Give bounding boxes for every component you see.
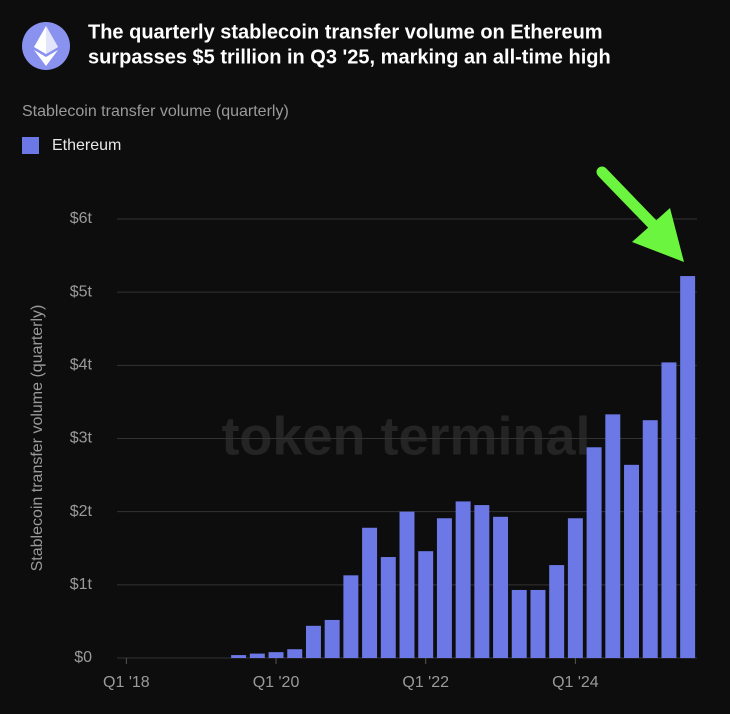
bar [268, 652, 284, 658]
bar [661, 362, 677, 658]
bar [680, 276, 696, 658]
y-tick-label: $2t [70, 503, 93, 520]
y-tick-label: $3t [70, 430, 93, 447]
bar [362, 527, 378, 658]
bar [642, 420, 658, 658]
bar [324, 619, 340, 658]
bar [287, 649, 303, 658]
bar [586, 447, 602, 658]
y-tick-label: $6t [70, 210, 93, 227]
ethereum-logo [22, 22, 70, 70]
chart-subtitle: Stablecoin transfer volume (quarterly) [22, 103, 289, 120]
bar [530, 589, 546, 658]
watermark: token terminal [221, 406, 590, 466]
y-tick-label: $1t [70, 576, 93, 593]
bar [493, 516, 509, 658]
bar [474, 505, 490, 658]
bar [399, 511, 415, 658]
bar [511, 589, 527, 658]
y-tick-label: $0 [74, 649, 92, 666]
x-tick-label: Q1 '18 [103, 674, 150, 691]
bar [549, 565, 565, 658]
y-tick-label: $4t [70, 357, 93, 374]
x-tick-label: Q1 '22 [402, 674, 449, 691]
x-tick-label: Q1 '20 [253, 674, 300, 691]
chart-title: The quarterly stablecoin transfer volume… [88, 21, 603, 43]
bar [380, 557, 396, 658]
bar [418, 551, 434, 658]
bar [305, 625, 321, 658]
y-tick-label: $5t [70, 283, 93, 300]
bar [605, 414, 621, 658]
legend-swatch [22, 137, 39, 154]
bar [567, 518, 583, 658]
chart-title: surpasses $5 trillion in Q3 '25, marking… [88, 46, 611, 68]
legend-label: Ethereum [52, 137, 121, 154]
bar [249, 653, 265, 658]
bar [455, 501, 471, 658]
x-tick-label: Q1 '24 [552, 674, 599, 691]
bar [343, 575, 359, 658]
bar [231, 655, 247, 658]
y-axis-title: Stablecoin transfer volume (quarterly) [29, 305, 46, 572]
bar [624, 464, 639, 658]
highlight-arrow [596, 166, 684, 262]
bar [436, 518, 452, 658]
